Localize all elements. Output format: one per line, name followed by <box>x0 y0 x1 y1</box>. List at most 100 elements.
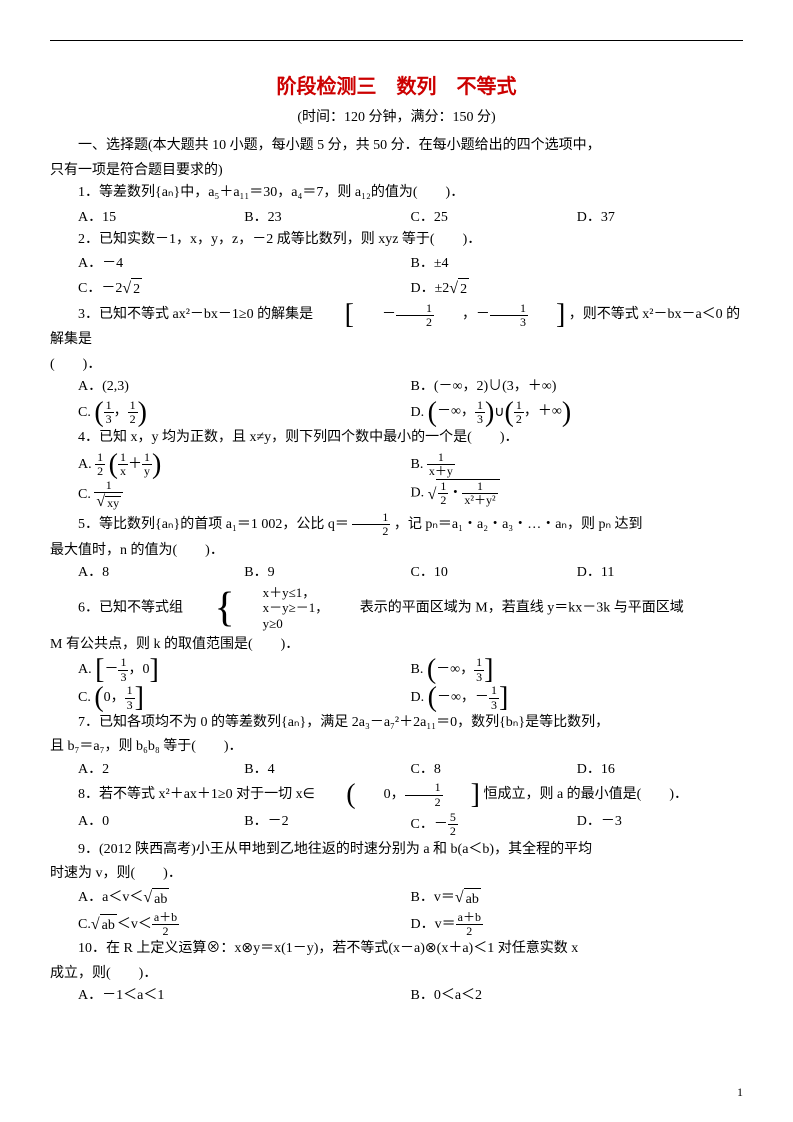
q3-opt-c: C. ( 13，12 ) <box>78 399 411 427</box>
q1-opt-a: A．15 <box>78 207 244 229</box>
q8-opt-a: A．0 <box>78 811 244 838</box>
q9-options-row2: C.ab＜v＜a＋b2 D．v＝a＋b2 <box>78 911 743 938</box>
paren: ( 1x＋1y ) <box>109 451 162 479</box>
q4: 4．已知 x，y 均为正数，且 x≠y，则下列四个数中最小的一个是( )． <box>50 427 743 449</box>
frac: 1x＋y <box>427 451 455 478</box>
frac: 12 <box>352 511 390 538</box>
q10-options: A．－1＜a＜1 B．0＜a＜2 <box>78 985 743 1007</box>
q9-options-row1: A．a＜v＜ab B．v＝ab <box>78 885 743 911</box>
q1: 1．等差数列{aₙ}中，a₅＋a₁₁＝30，a₄＝7，则 a₁₂的值为( )． <box>50 182 743 204</box>
frac: 13 <box>489 684 499 711</box>
q10-l2: 成立，则( )． <box>50 963 743 985</box>
sqrt-icon: ab <box>455 885 481 911</box>
frac: 12 <box>514 399 524 426</box>
q5-opt-a: A．8 <box>78 562 244 584</box>
q3-interval: [ －12，－13 ] <box>317 301 566 329</box>
q3-opt-a: A．(2,3) <box>78 376 411 398</box>
rparen-icon: ) <box>562 399 571 427</box>
q2-d-pre: D．±2 <box>411 281 450 296</box>
q7-opt-a: A．2 <box>78 759 244 781</box>
rparen-icon: ) <box>485 399 494 427</box>
rbracket-icon: ] <box>149 656 158 684</box>
q6-opt-a: A. [－13，0] <box>78 656 411 684</box>
q3-c-pre: C. <box>78 405 91 420</box>
lparen-icon: ( <box>427 656 436 684</box>
q4-c-pre: C. <box>78 487 91 502</box>
interval: (－∞，13] <box>427 656 494 684</box>
q7-opt-d: D．16 <box>577 759 743 781</box>
frac: 13 <box>490 302 528 329</box>
frac: 13 <box>118 656 128 683</box>
page-title: 阶段检测三 数列 不等式 <box>50 71 743 103</box>
frac: 12 <box>438 480 448 507</box>
q6-sys-1: x＋y≤1， <box>235 585 329 601</box>
q8-post: 恒成立，则 a 的最小值是( )． <box>483 787 688 802</box>
q1-options: A．15 B．23 C．25 D．37 <box>78 207 743 229</box>
frac: 1y <box>142 451 152 478</box>
section-intro-1: 一、选择题(本大题共 10 小题，每小题 5 分，共 50 分．在每小题给出的四… <box>50 135 743 157</box>
q7-l2: 且 b₇＝a₇，则 b₆b₈ 等于( )． <box>50 736 743 758</box>
q8-options: A．0 B．－2 C．－52 D．－3 <box>78 811 743 838</box>
q10-l1: 10．在 R 上定义运算⊗：x⊗y＝x(1－y)，若不等式(x－a)⊗(x＋a)… <box>50 938 743 960</box>
rbracket-icon: ] <box>443 781 480 809</box>
interval: [－13，0] <box>95 656 159 684</box>
q1-opt-d: D．37 <box>577 207 743 229</box>
frac: a＋b2 <box>456 911 483 938</box>
rbracket-icon: ] <box>484 656 493 684</box>
q6-sys-3: y≥0 <box>235 616 329 632</box>
frac: a＋b2 <box>152 911 179 938</box>
q4-opt-d: D. 12・1x²＋y² <box>411 479 744 511</box>
q2-c-rad: 2 <box>131 278 142 301</box>
frac: 12 <box>405 781 443 808</box>
q3-pre: 3．已知不等式 ax²－bx－1≥0 的解集是 <box>78 308 313 323</box>
interval: (－∞，－13] <box>428 684 509 712</box>
q9-opt-a: A．a＜v＜ab <box>78 885 411 911</box>
q2-c-pre: C．－2 <box>78 281 122 296</box>
q10-opt-b: B．0＜a＜2 <box>411 985 744 1007</box>
frac: 1x <box>118 451 128 478</box>
lbracket-icon: [ <box>317 301 354 329</box>
lbrace-icon: { <box>187 587 235 629</box>
q5-post: ，记 pₙ＝a₁・a₂・a₃・…・aₙ，则 pₙ 达到 <box>394 517 643 532</box>
lparen-icon: ( <box>109 451 118 479</box>
q9-opt-b: B．v＝ab <box>411 885 744 911</box>
q6-options-row1: A. [－13，0] B. (－∞，13] <box>78 656 743 684</box>
q3-opt-b: B．(－∞，2)∪(3，＋∞) <box>411 376 744 398</box>
q3-opt-d: D. (－∞，13) ∪ (12，＋∞) <box>411 399 744 427</box>
q6-opt-c: C. (0，13] <box>78 684 411 712</box>
q3-d-pre: D. <box>411 405 425 420</box>
lparen-icon: ( <box>428 684 437 712</box>
q1-opt-b: B．23 <box>244 207 410 229</box>
q9-l2: 时速为 v，则( )． <box>50 863 743 885</box>
top-rule <box>50 40 743 41</box>
rbracket-icon: ] <box>499 684 508 712</box>
q4-a-pre: A. <box>78 457 92 472</box>
frac: 13 <box>104 399 114 426</box>
rbracket-icon: ] <box>135 684 144 712</box>
page-subtitle: (时间：120 分钟，满分：150 分) <box>50 107 743 129</box>
q2-opt-a: A．－4 <box>78 253 411 275</box>
q5-line2: 最大值时，n 的值为( )． <box>50 540 743 562</box>
q8-pre: 8．若不等式 x²＋ax＋1≥0 对于一切 x∈ <box>78 787 315 802</box>
q4-options-row1: A. 12 ( 1x＋1y ) B. 1x＋y <box>78 451 743 479</box>
frac: 52 <box>448 811 458 838</box>
q5-options: A．8 B．9 C．10 D．11 <box>78 562 743 584</box>
q6-options-row2: C. (0，13] D. (－∞，－13] <box>78 684 743 712</box>
frac: 13 <box>474 656 484 683</box>
q7-opt-c: C．8 <box>411 759 577 781</box>
q4-opt-c: C. 1xy <box>78 479 411 511</box>
q6-opt-b: B. (－∞，13] <box>411 656 744 684</box>
lbracket-icon: [ <box>95 656 104 684</box>
sqrt-icon: ab <box>143 885 169 911</box>
sqrt-icon: xy <box>96 493 121 511</box>
interval: (－∞，13) <box>428 399 495 427</box>
rbracket-icon: ] <box>528 301 565 329</box>
page-number: 1 <box>737 1083 743 1102</box>
q4-d-pre: D. <box>411 485 425 500</box>
rparen-icon: ) <box>138 399 147 427</box>
q2-options-row2: C．－22 D．±22 <box>78 276 743 302</box>
lparen-icon: ( <box>94 399 103 427</box>
interval: (12，＋∞) <box>505 399 572 427</box>
lparen-icon: ( <box>428 399 437 427</box>
q9-l1: 9．(2012 陕西高考)小王从甲地到乙地往返的时速分别为 a 和 b(a＜b)… <box>50 839 743 861</box>
